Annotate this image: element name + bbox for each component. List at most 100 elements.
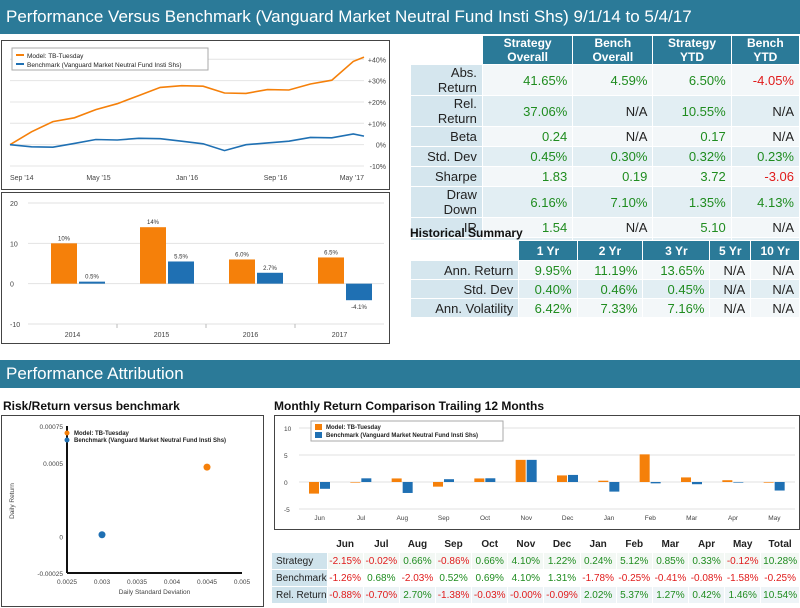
table-cell: -2.15% [326,552,364,570]
x-tick-label: Jun [314,515,325,522]
data-label: 6.0% [235,252,249,258]
x-tick-label: 0.0035 [127,579,147,586]
legend-label: Model: TB-Tuesday [74,431,130,437]
column-header: Strategy Overall [481,35,574,65]
table-cell: 7.33% [576,298,644,318]
column-header: Aug [398,535,437,553]
column-header [409,240,520,261]
bar [391,478,402,482]
y-axis-label: Daily Return [9,483,16,519]
y-tick-label: -10% [370,164,386,171]
row-label: Rel. Return [410,95,483,127]
table-cell: 10.28% [760,552,800,570]
x-tick-label: May '15 [86,175,110,182]
table-cell: 0.66% [398,552,437,570]
scatter-point [203,463,211,471]
column-header: Jan [579,535,617,553]
table-cell: 1.35% [652,186,732,218]
table-row: Draw Down 6.16% 7.10% 1.35% 4.13% [410,186,800,218]
table-cell: 0.46% [576,279,644,299]
table-cell: 9.95% [518,260,578,280]
x-tick-label: Nov [521,515,533,522]
table-cell: 37.06% [481,95,574,127]
bar [650,482,661,484]
data-label: 10% [58,236,71,242]
x-tick-label: Feb [645,515,657,522]
bar [140,227,166,284]
monthly-return-table: Jun Jul Aug Sep Oct Nov Dec Jan Feb Mar Apr May Tota… [271,535,800,604]
table-cell: -0.12% [724,552,762,570]
table-cell: N/A [730,126,800,147]
risk-return-chart: 0.00075 0.0005 0 -0.00025 0.0025 0.003 0.0035 0… [1,415,264,607]
x-tick-label: Sep '16 [264,175,288,182]
x-tick-label: 2016 [243,332,259,339]
table-cell: -1.38% [434,586,473,604]
risk-return-title: Risk/Return versus benchmark [3,399,180,413]
cumulative-return-svg: +40% +30% +20% +10% 0% -10% Sep '14 May '15 Jan … [9,47,386,182]
table-cell: 0.19 [572,166,654,187]
y-tick-label: 10 [284,426,292,433]
table-cell: 4.10% [507,552,545,570]
annual-return-chart: 20 10 0 -10 2014 10% 0.5% 2015 14% 5.5% 2016 6.0% 2.… [1,192,390,344]
table-cell: 0.85% [651,552,689,570]
table-cell: 0.32% [652,146,732,167]
row-label: Std. Dev [409,279,520,299]
row-label: Strategy [271,552,328,570]
stats-table: Strategy Overall Bench Overall Strategy YT… [410,35,800,258]
table-cell: -0.25% [760,569,800,587]
row-label: Sharpe [410,166,483,187]
x-tick-label: Jan [604,515,615,522]
table-cell: 7.10% [572,186,654,218]
table-cell: -0.03% [471,586,509,604]
table-cell: 1.83 [481,166,574,187]
table-row: Std. Dev 0.40% 0.46% 0.45% N/A N/A [409,279,800,299]
monthly-comparison-svg: 10 5 0 -5 Jun Jul Aug Sep Oct Nov Dec Jan Feb Mar Apr M… [284,420,795,522]
data-label: 6.5% [324,250,338,256]
bar [350,482,361,483]
table-cell: 1.46% [724,586,762,604]
y-tick-label: 0.0005 [43,461,63,468]
row-label: Rel. Return [271,586,328,604]
x-tick-label: Sep '14 [10,175,34,182]
table-cell: 5.10 [652,217,732,238]
bar [733,482,744,483]
performance-attribution-title: Performance Attribution [6,364,184,383]
row-label: Draw Down [410,186,483,218]
table-cell: N/A [709,298,752,318]
table-cell: -0.70% [362,586,400,604]
y-tick-label: 0 [284,480,288,487]
table-row: Ann. Return 9.95% 11.19% 13.65% N/A N/A [409,260,800,280]
table-cell: 10.55% [652,95,732,127]
table-row: Sharpe 1.83 0.19 3.72 -3.06 [410,166,800,187]
table-cell: 0.42% [687,586,726,604]
x-tick-label: Jul [357,515,366,522]
table-cell: 0.24% [579,552,617,570]
bar [774,482,785,491]
table-cell: N/A [730,95,800,127]
table-row: Rel. Return -0.88% -0.70% 2.70% -1.38% -0.03%… [271,586,800,604]
column-header: Total [760,535,800,553]
legend-label: Benchmark (Vanguard Market Neutral Fund … [74,438,226,444]
table-cell: 1.27% [651,586,689,604]
table-cell: 4.10% [507,569,545,587]
table-cell: 0.68% [362,569,400,587]
table-cell: N/A [709,279,752,299]
bar [402,482,413,493]
table-cell: 41.65% [481,64,574,96]
table-cell: 2.70% [398,586,437,604]
table-cell: -0.08% [687,569,726,587]
table-cell: 0.24 [481,126,574,147]
row-label: Std. Dev [410,146,483,167]
y-tick-label: -0.00025 [37,571,63,578]
y-tick-label: 0.00075 [40,424,64,431]
bar [257,272,283,284]
bar [681,477,691,482]
cumulative-return-chart: +40% +30% +20% +10% 0% -10% Sep '14 May '15 Jan … [1,40,390,190]
x-axis-label: Daily Standard Deviation [119,589,191,596]
table-row: Abs. Return 41.65% 4.59% 6.50% -4.05% [410,64,800,96]
scatter-point [98,531,106,539]
monthly-comparison-chart: 10 5 0 -5 Jun Jul Aug Sep Oct Nov Dec Jan Feb Mar Apr M… [274,415,800,530]
column-header: Oct [471,535,509,553]
bar [51,243,77,284]
